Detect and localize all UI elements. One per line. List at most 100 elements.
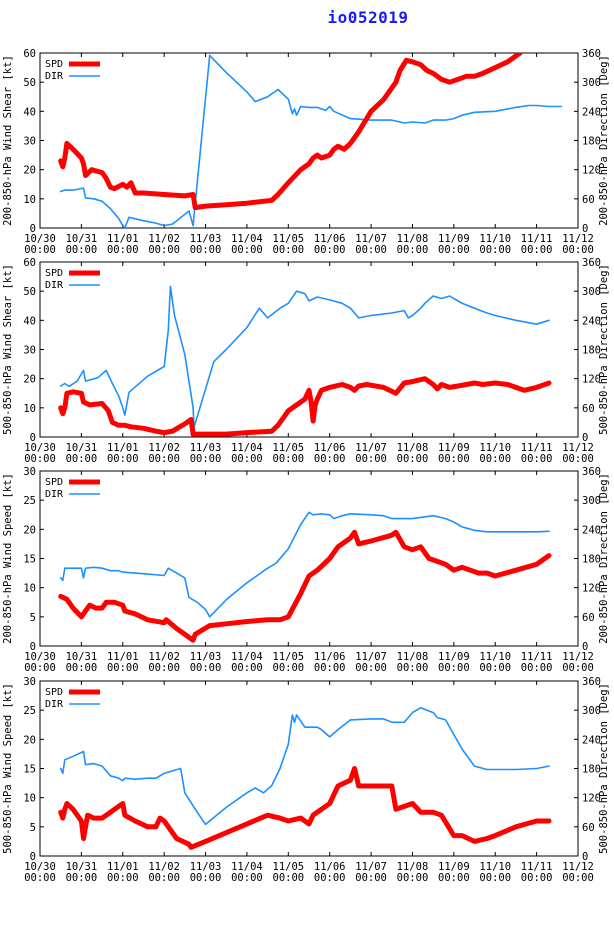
y-tick-label-left: 40 (23, 315, 36, 327)
chart-panel-1: 10/3000:0010/3100:0011/0100:0011/0200:00… (2, 48, 610, 256)
plot-frame (39, 261, 579, 438)
x-tick-label-date: 11/12 (562, 233, 594, 245)
x-tick-label-time: 00:00 (521, 662, 553, 674)
x-tick-label-date: 11/10 (479, 861, 511, 873)
x-tick-label-date: 11/07 (355, 442, 387, 454)
x-tick-label-date: 11/12 (562, 651, 594, 663)
x-tick-label-date: 11/09 (438, 442, 470, 454)
chart-panel-3: 10/3000:0010/3100:0011/0100:0011/0200:00… (2, 466, 610, 674)
y-tick-label-right: 360 (582, 48, 601, 60)
x-tick-label-time: 00:00 (562, 662, 594, 674)
x-tick-label-time: 00:00 (190, 244, 222, 256)
legend-label-spd: SPD (45, 477, 63, 488)
x-tick-label-time: 00:00 (148, 662, 180, 674)
y-tick-label-left: 50 (23, 77, 36, 89)
x-tick-label-time: 00:00 (397, 662, 429, 674)
y-tick-label-right: 60 (582, 822, 595, 834)
series-line-dir (59, 54, 563, 228)
legend-label-dir: DIR (45, 489, 64, 500)
y-tick-label-right: 240 (582, 524, 601, 536)
x-tick-label-date: 11/02 (148, 233, 180, 245)
y-axis-label-right: 200-850-hPa Direction [Deg] (598, 473, 610, 644)
x-tick-label-time: 00:00 (521, 872, 553, 884)
x-tick-label-date: 11/11 (521, 651, 553, 663)
x-tick-label-time: 00:00 (66, 662, 98, 674)
x-tick-label-date: 11/01 (107, 442, 139, 454)
y-axis-label-left: 500-850-hPa Wind Shear [kt] (2, 264, 14, 435)
x-tick-label-time: 00:00 (148, 872, 180, 884)
x-tick-label-time: 00:00 (66, 453, 98, 465)
y-axis-label-right: 200-850-hPa Direction [Deg] (598, 55, 610, 226)
x-tick-label-date: 11/09 (438, 651, 470, 663)
y-axis-label-left: 500-850-hPa Wind Speed [kt] (2, 683, 14, 854)
legend-label-spd: SPD (45, 687, 63, 698)
y-tick-label-left: 0 (30, 432, 36, 444)
x-tick-label-date: 11/08 (397, 442, 429, 454)
x-tick-label-time: 00:00 (107, 662, 139, 674)
x-tick-label-date: 10/30 (24, 861, 56, 873)
y-tick-label-right: 60 (582, 194, 595, 206)
x-tick-label-time: 00:00 (479, 453, 511, 465)
x-tick-label-date: 11/04 (231, 233, 263, 245)
y-axis-label-right: 500-850-hPa Direction [Deg] (598, 264, 610, 435)
series-line-spd (58, 53, 523, 211)
x-tick-label-date: 11/12 (562, 442, 594, 454)
y-tick-label-right: 60 (582, 403, 595, 415)
x-tick-label-time: 00:00 (231, 453, 263, 465)
y-tick-label-right: 0 (582, 223, 588, 235)
x-tick-label-date: 11/10 (479, 651, 511, 663)
x-tick-label-date: 11/10 (479, 442, 511, 454)
y-tick-label-right: 300 (582, 495, 601, 507)
y-tick-label-right: 180 (582, 554, 601, 566)
x-tick-label-date: 10/31 (66, 233, 98, 245)
x-tick-label-date: 11/03 (190, 233, 222, 245)
x-tick-label-time: 00:00 (397, 872, 429, 884)
x-tick-label-time: 00:00 (438, 453, 470, 465)
y-tick-label-left: 30 (23, 345, 36, 357)
x-tick-label-date: 10/30 (24, 233, 56, 245)
y-tick-label-left: 5 (30, 612, 36, 624)
x-tick-label-date: 11/08 (397, 651, 429, 663)
page-title: io052019 (327, 8, 409, 27)
x-tick-label-time: 00:00 (397, 244, 429, 256)
x-tick-label-time: 00:00 (66, 244, 98, 256)
y-tick-label-left: 60 (23, 257, 36, 269)
x-tick-label-date: 11/07 (355, 233, 387, 245)
x-tick-label-time: 00:00 (148, 244, 180, 256)
x-tick-label-date: 11/10 (479, 233, 511, 245)
x-tick-label-time: 00:00 (231, 662, 263, 674)
x-tick-label-date: 11/06 (314, 442, 346, 454)
x-tick-label-time: 00:00 (479, 244, 511, 256)
x-tick-label-date: 11/06 (314, 861, 346, 873)
y-tick-label-right: 360 (582, 466, 601, 478)
x-tick-label-date: 11/11 (521, 233, 553, 245)
x-tick-label-date: 11/09 (438, 233, 470, 245)
plot-frame (39, 680, 579, 857)
x-tick-label-date: 11/05 (273, 651, 305, 663)
x-tick-label-date: 11/11 (521, 442, 553, 454)
x-tick-label-date: 11/05 (273, 442, 305, 454)
x-tick-label-time: 00:00 (314, 453, 346, 465)
x-tick-label-date: 11/09 (438, 861, 470, 873)
y-tick-label-right: 60 (582, 612, 595, 624)
x-tick-label-date: 11/04 (231, 442, 263, 454)
x-tick-label-date: 10/31 (66, 651, 98, 663)
chart-panel-4: 10/3000:0010/3100:0011/0100:0011/0200:00… (2, 676, 610, 884)
x-tick-label-date: 11/03 (190, 442, 222, 454)
x-tick-label-date: 11/01 (107, 651, 139, 663)
x-tick-label-date: 11/05 (273, 861, 305, 873)
x-tick-label-time: 00:00 (314, 662, 346, 674)
legend-label-dir: DIR (45, 699, 64, 710)
plot-frame (39, 470, 579, 647)
y-tick-label-left: 20 (23, 734, 36, 746)
y-tick-label-right: 240 (582, 315, 601, 327)
x-tick-label-date: 11/03 (190, 651, 222, 663)
x-tick-label-date: 10/31 (66, 861, 98, 873)
series-line-dir (59, 285, 550, 429)
y-tick-label-left: 30 (23, 676, 36, 688)
y-tick-label-left: 5 (30, 822, 36, 834)
chart-panel-2: 10/3000:0010/3100:0011/0100:0011/0200:00… (2, 257, 610, 465)
y-tick-label-right: 120 (582, 793, 601, 805)
y-tick-label-right: 120 (582, 165, 601, 177)
y-tick-label-left: 0 (30, 641, 36, 653)
